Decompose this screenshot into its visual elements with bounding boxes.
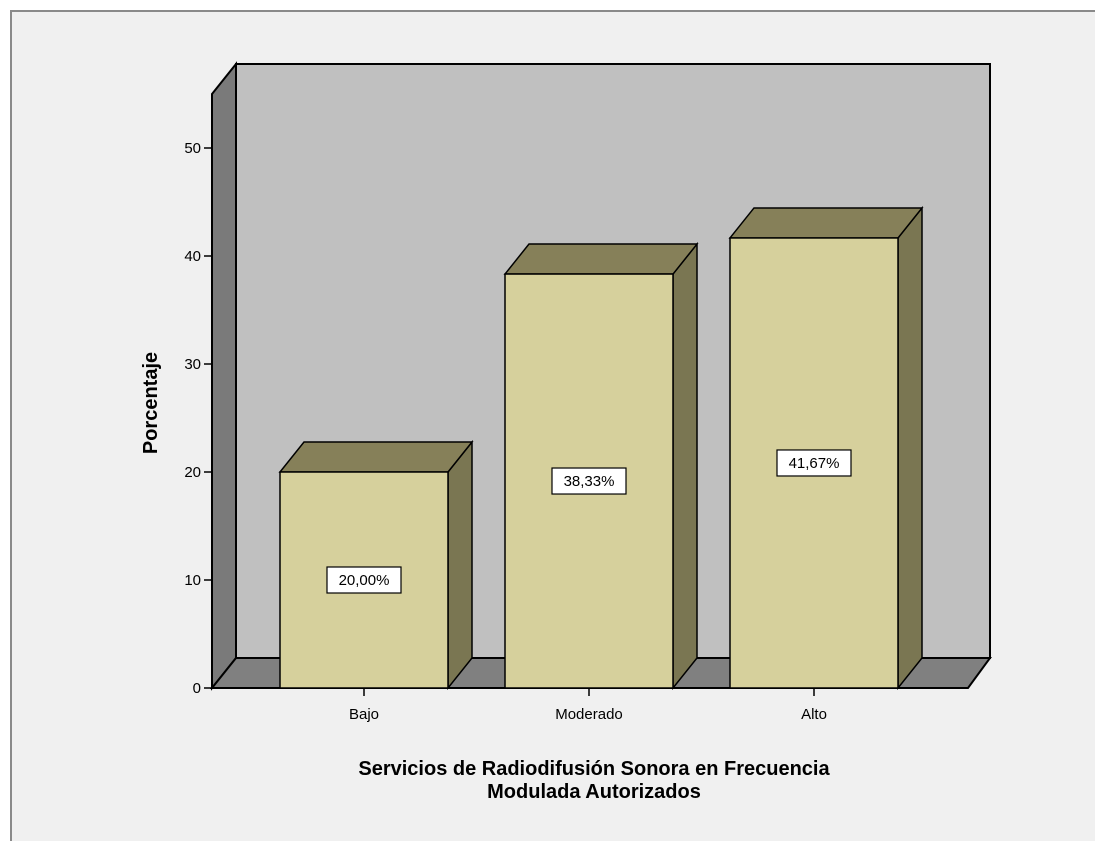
x-axis: Bajo Moderado Alto: [349, 688, 827, 723]
value-label-box: [776, 449, 852, 477]
value-label-box: [326, 566, 402, 594]
x-axis-title-line-2: Modulada Autorizados: [487, 781, 701, 803]
bar-top: [278, 441, 474, 473]
y-tick-label: 40: [184, 248, 201, 265]
value-label: 41,67%: [789, 455, 840, 472]
bar-side: [672, 241, 698, 691]
x-axis-title-line-1: Servicios de Radiodifusión Sonora en Fre…: [358, 758, 830, 780]
x-tick-label: Alto: [801, 706, 827, 723]
y-tick-label: 0: [193, 680, 201, 697]
chart-frame: 20,00% 38,33% 41,67% 0 10 20 30 40 50 Bajo Moder…: [10, 10, 1095, 841]
bar-bajo: 20,00%: [278, 439, 474, 691]
x-tick-label: Bajo: [349, 706, 379, 723]
bar-chart: 20,00% 38,33% 41,67% 0 10 20 30 40 50 Bajo Moder…: [140, 61, 992, 803]
bar-top: [503, 243, 699, 275]
y-tick-label: 20: [184, 464, 201, 481]
y-axis-title: Porcentaje: [140, 352, 162, 454]
y-tick-label: 50: [184, 140, 201, 157]
value-label: 38,33%: [564, 473, 615, 490]
bar-top: [728, 207, 924, 239]
y-axis: 0 10 20 30 40 50: [184, 94, 213, 697]
bar-side: [447, 439, 473, 691]
value-label-box: [551, 467, 627, 495]
bar-side: [897, 205, 923, 691]
y-tick-label: 30: [184, 356, 201, 373]
y-tick-label: 10: [184, 572, 201, 589]
value-label: 20,00%: [339, 572, 390, 589]
x-tick-label: Moderado: [555, 706, 623, 723]
bar-series: 20,00% 38,33% 41,67%: [278, 205, 924, 691]
bar-alto: 41,67%: [728, 205, 924, 691]
bar-moderado: 38,33%: [503, 241, 699, 691]
side-wall: [211, 61, 237, 691]
